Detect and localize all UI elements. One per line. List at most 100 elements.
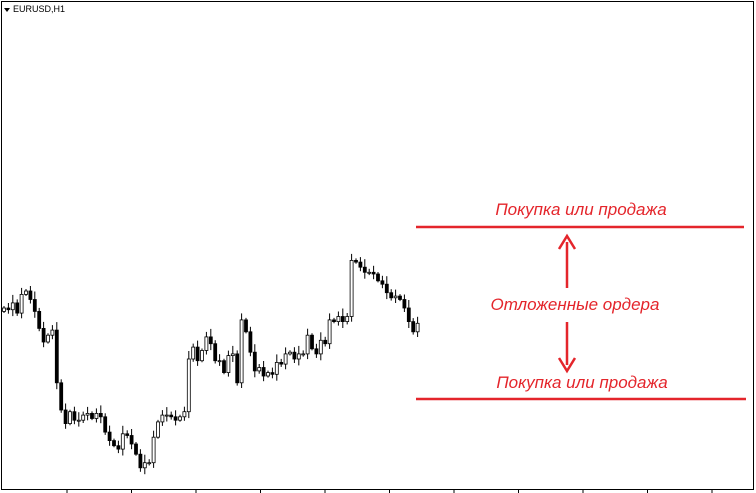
candle-body xyxy=(354,259,358,263)
candle-body xyxy=(332,319,336,322)
candle-body xyxy=(292,351,297,360)
candle-body xyxy=(54,329,59,384)
candle-body xyxy=(50,329,55,336)
candle-body xyxy=(349,259,354,317)
candle-body xyxy=(125,433,130,436)
top-order-label: Покупка или продажа xyxy=(495,200,667,219)
candle-body xyxy=(244,319,248,333)
candle-body xyxy=(72,411,77,421)
candle-body xyxy=(186,358,191,413)
candle-body xyxy=(68,411,72,425)
candle-body xyxy=(103,416,108,433)
candle-body xyxy=(46,334,50,343)
candle-body xyxy=(336,316,341,322)
up-arrow-icon xyxy=(557,233,577,250)
candle-body xyxy=(283,353,288,365)
candle-body xyxy=(367,271,372,274)
candle-body xyxy=(371,271,376,275)
down-arrow-icon xyxy=(557,357,577,374)
candle-body xyxy=(76,419,81,422)
candle-body xyxy=(345,316,350,322)
candle-body xyxy=(248,331,253,353)
candle-body xyxy=(173,416,178,421)
candle-body xyxy=(200,350,204,362)
candle-body xyxy=(266,372,270,377)
candle-body xyxy=(310,334,314,350)
candle-body xyxy=(138,453,143,469)
candle-body xyxy=(415,322,420,333)
candle-body xyxy=(112,440,116,447)
candle-body xyxy=(142,462,147,469)
candle-body xyxy=(63,409,68,425)
candle-body xyxy=(279,361,284,365)
candle-body xyxy=(10,302,15,311)
candle-body xyxy=(380,280,385,285)
candle-body xyxy=(28,290,33,300)
candle-body xyxy=(191,346,196,360)
candle-body xyxy=(252,351,257,372)
candle-body xyxy=(305,334,310,355)
candle-body xyxy=(151,436,156,464)
candle-body xyxy=(37,310,42,329)
candle-body xyxy=(239,319,244,384)
candle-body xyxy=(15,302,20,314)
candle-body xyxy=(24,290,28,295)
candle-body xyxy=(107,431,112,442)
candle-body xyxy=(318,339,323,355)
bottom-order-label: Покупка или продажа xyxy=(496,373,668,392)
candle-body xyxy=(134,443,138,455)
candle-body xyxy=(156,421,160,438)
candle-body xyxy=(402,299,407,309)
candle-body xyxy=(169,414,174,418)
candle-body xyxy=(411,321,416,333)
candle-body xyxy=(182,411,187,418)
candle-body xyxy=(81,414,86,421)
candle-body xyxy=(261,367,266,377)
candle-body xyxy=(406,307,411,323)
candles-group xyxy=(2,253,420,475)
candle-body xyxy=(19,293,24,314)
candle-body xyxy=(41,327,46,343)
candle-body xyxy=(59,382,64,411)
symbol-label[interactable]: EURUSD,H1 xyxy=(4,4,65,14)
candle-body xyxy=(222,360,226,374)
candle-body xyxy=(358,261,363,268)
candle-body xyxy=(340,316,345,322)
symbol-text: EURUSD,H1 xyxy=(13,4,66,14)
dropdown-triangle-icon[interactable] xyxy=(4,7,10,12)
candle-body xyxy=(230,353,235,356)
candle-body xyxy=(296,353,301,360)
candle-body xyxy=(160,414,165,423)
candle-body xyxy=(6,307,11,311)
candle-body xyxy=(120,433,125,450)
candle-body xyxy=(393,295,398,299)
candle-body xyxy=(226,355,231,374)
candle-body xyxy=(217,360,222,363)
candle-body xyxy=(85,412,90,416)
candle-body xyxy=(270,372,275,375)
candle-body xyxy=(164,414,169,417)
candle-body xyxy=(362,266,367,273)
candle-body xyxy=(376,273,380,282)
candle-body xyxy=(208,336,213,345)
candle-body xyxy=(147,462,152,465)
candle-body xyxy=(301,353,306,356)
candle-body xyxy=(213,343,218,362)
candle-body xyxy=(178,416,182,421)
candle-body xyxy=(235,353,240,384)
candle-body xyxy=(389,292,394,299)
candle-body xyxy=(98,412,103,418)
candle-body xyxy=(398,295,402,300)
candle-body xyxy=(323,339,328,345)
candle-body xyxy=(327,319,332,345)
candle-body xyxy=(314,348,319,355)
pending-orders-label: Отложенные ордера xyxy=(490,295,660,314)
candle-body xyxy=(195,346,200,362)
candle-body xyxy=(90,412,94,419)
candle-body xyxy=(32,299,37,312)
candle-body xyxy=(129,435,134,445)
candle-body xyxy=(384,283,389,294)
candle-body xyxy=(288,351,292,355)
